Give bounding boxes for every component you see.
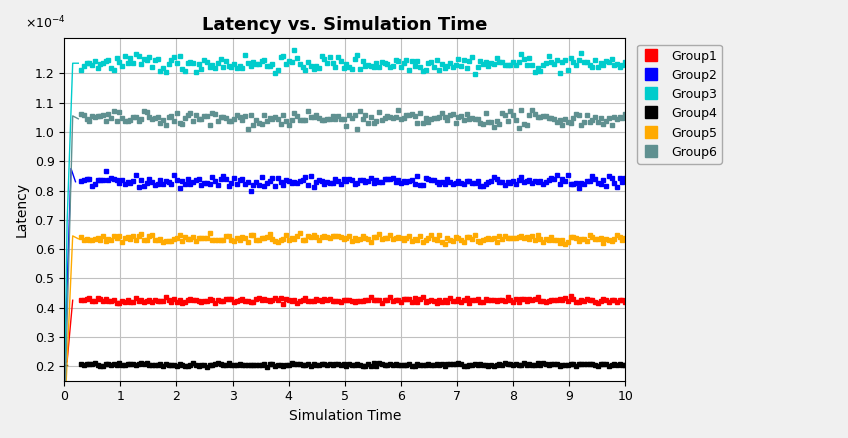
Group2	[598, 178, 608, 183]
Y-axis label: Latency: Latency	[15, 182, 29, 237]
Group4	[177, 362, 187, 367]
Group4	[620, 362, 630, 367]
Line: Group2: Group2	[79, 169, 628, 193]
Group3	[177, 67, 187, 72]
Group4	[579, 362, 589, 367]
Group1	[177, 300, 187, 306]
Group2	[620, 176, 630, 181]
Group2	[101, 168, 111, 173]
Group4	[109, 362, 119, 367]
Group1	[98, 298, 108, 304]
Group5	[295, 230, 305, 236]
Group5	[76, 234, 86, 239]
Line: Group4: Group4	[79, 360, 628, 369]
Group3	[620, 59, 630, 64]
Group6	[527, 107, 538, 113]
Group1	[598, 297, 608, 302]
Group1	[566, 293, 576, 299]
Line: Group5: Group5	[79, 231, 628, 246]
Group2	[98, 177, 108, 183]
Group1	[76, 297, 86, 302]
Title: Latency vs. Simulation Time: Latency vs. Simulation Time	[202, 16, 488, 34]
Group5	[109, 233, 119, 238]
Group1	[221, 297, 232, 302]
Group5	[221, 233, 232, 239]
Line: Group6: Group6	[79, 108, 628, 131]
Group2	[112, 177, 122, 183]
Group6	[221, 115, 232, 120]
Group6	[620, 111, 630, 117]
Group5	[560, 242, 570, 247]
Group6	[98, 112, 108, 117]
Group1	[109, 297, 119, 303]
Group2	[76, 178, 86, 184]
Group1	[620, 299, 630, 304]
Group1	[579, 298, 589, 303]
X-axis label: Simulation Time: Simulation Time	[288, 409, 401, 423]
Group6	[598, 121, 608, 126]
Text: $\times 10^{-4}$: $\times 10^{-4}$	[25, 15, 66, 32]
Group5	[579, 236, 589, 241]
Group5	[598, 241, 608, 246]
Group3	[598, 63, 608, 68]
Group3	[98, 60, 108, 65]
Group4	[98, 363, 108, 368]
Group3	[289, 47, 299, 53]
Group6	[579, 120, 589, 125]
Group4	[598, 362, 608, 367]
Group2	[224, 184, 234, 189]
Group4	[202, 364, 212, 369]
Group6	[76, 111, 86, 117]
Group5	[98, 233, 108, 239]
Group3	[470, 71, 480, 77]
Legend: Group1, Group2, Group3, Group4, Group5, Group6: Group1, Group2, Group3, Group4, Group5, …	[637, 45, 722, 164]
Group6	[352, 127, 362, 132]
Group1	[278, 301, 288, 307]
Group6	[109, 109, 119, 114]
Group2	[180, 181, 190, 186]
Line: Group3: Group3	[79, 48, 628, 76]
Group2	[246, 188, 256, 194]
Group4	[499, 360, 510, 365]
Group3	[76, 67, 86, 73]
Group3	[221, 58, 232, 64]
Group4	[76, 361, 86, 367]
Group2	[579, 181, 589, 187]
Group5	[620, 235, 630, 240]
Group6	[177, 122, 187, 127]
Group5	[177, 238, 187, 244]
Group3	[109, 67, 119, 73]
Group4	[224, 360, 234, 365]
Line: Group1: Group1	[79, 294, 628, 306]
Group3	[579, 60, 589, 65]
